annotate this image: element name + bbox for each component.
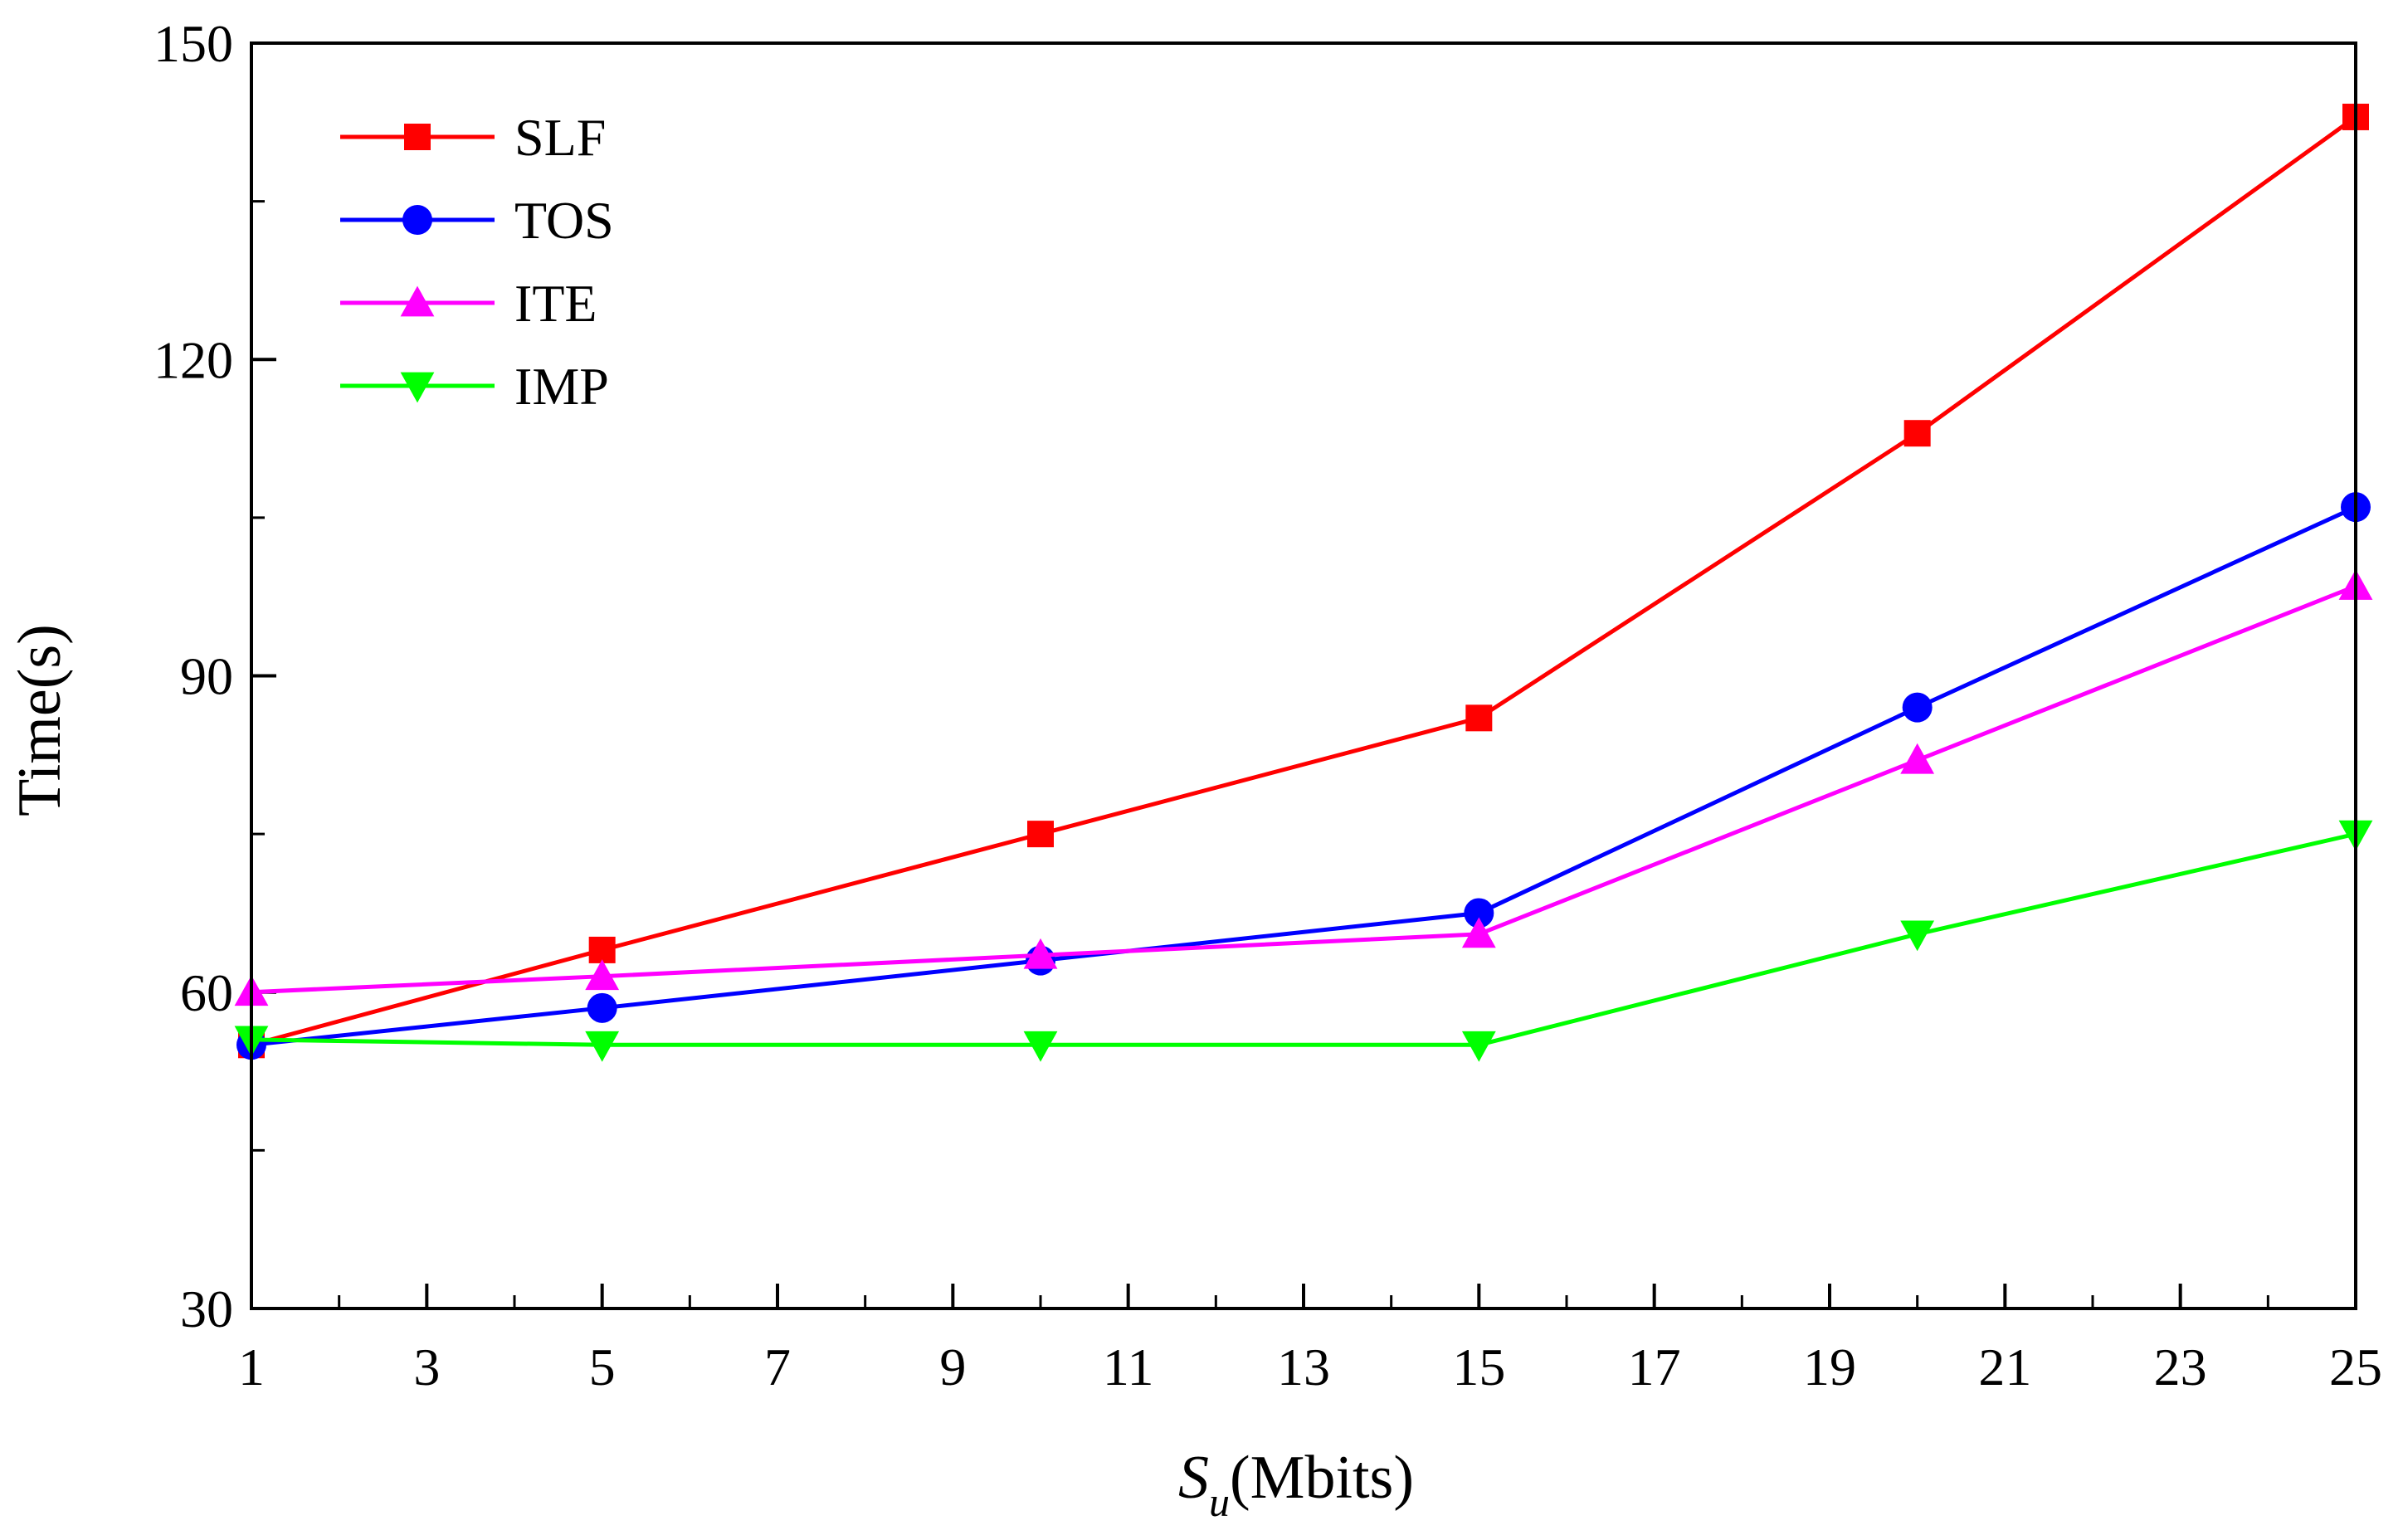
x-tick-label: 19 xyxy=(1803,1338,1856,1396)
data-point-imp xyxy=(1900,920,1935,952)
legend-entry-ite: ITE xyxy=(340,274,597,333)
plot-frame xyxy=(250,41,2357,1310)
data-point-tos xyxy=(1902,692,1933,723)
x-axis-title-symbol: S xyxy=(1178,1444,1209,1512)
legend-marker-tos xyxy=(402,205,432,235)
data-point-ite xyxy=(1900,743,1935,774)
series-line-imp xyxy=(251,831,2357,1047)
x-tick-label: 13 xyxy=(1277,1338,1330,1396)
series-lines xyxy=(234,103,2373,1062)
series-line-slf xyxy=(251,115,2357,1047)
axes xyxy=(250,41,2357,1310)
y-axis-title: Time(s) xyxy=(6,624,74,816)
x-tick-label: 9 xyxy=(939,1338,966,1396)
x-tick-label: 11 xyxy=(1103,1338,1154,1396)
x-tick-label: 15 xyxy=(1452,1338,1505,1396)
series-ite xyxy=(234,569,2373,1006)
x-axis-title-subscript: u xyxy=(1209,1479,1230,1525)
x-tick-label: 3 xyxy=(413,1338,440,1396)
y-tick-label: 60 xyxy=(180,963,233,1022)
legend-marker-ite xyxy=(400,285,435,317)
y-tick-label: 90 xyxy=(180,647,233,706)
data-point-imp xyxy=(585,1031,620,1062)
x-tick-label: 25 xyxy=(2329,1338,2382,1396)
data-point-slf xyxy=(1465,704,1493,732)
legend-label-imp: IMP xyxy=(514,357,609,416)
data-point-ite xyxy=(1461,917,1496,948)
legend-entry-imp: IMP xyxy=(340,357,609,416)
legend-label-tos: TOS xyxy=(514,191,614,250)
series-line-tos xyxy=(251,504,2357,1047)
data-point-ite xyxy=(585,959,620,991)
x-tick-label: 1 xyxy=(238,1338,265,1396)
data-point-slf xyxy=(1903,420,1931,447)
x-axis-title: Su(Mbits) xyxy=(1178,1444,1414,1525)
legend: SLF TOS ITE IMP xyxy=(340,108,614,416)
data-point-tos xyxy=(587,992,617,1023)
series-line-ite xyxy=(251,584,2357,995)
y-tick-label: 120 xyxy=(154,330,233,389)
x-axis-title-unit: (Mbits) xyxy=(1230,1444,1414,1512)
x-tick-label: 21 xyxy=(1978,1338,2031,1396)
data-point-ite xyxy=(1023,938,1058,969)
legend-marker-imp xyxy=(400,372,435,403)
legend-label-slf: SLF xyxy=(514,108,606,167)
data-point-imp xyxy=(1461,1031,1496,1062)
legend-marker-slf xyxy=(404,124,431,150)
data-point-imp xyxy=(1023,1031,1058,1062)
series-tos xyxy=(236,492,2371,1060)
data-point-tos xyxy=(1464,898,1494,928)
x-tick-label: 7 xyxy=(764,1338,791,1396)
legend-entry-tos: TOS xyxy=(340,191,614,250)
y-tick-label: 30 xyxy=(180,1279,233,1338)
data-point-slf xyxy=(588,936,616,963)
legend-entry-slf: SLF xyxy=(340,108,606,167)
x-tick-label: 23 xyxy=(2154,1338,2207,1396)
data-point-slf xyxy=(1027,821,1054,848)
y-tick-label: 150 xyxy=(154,14,233,73)
x-tick-label: 17 xyxy=(1628,1338,1681,1396)
x-tick-label: 5 xyxy=(589,1338,616,1396)
legend-label-ite: ITE xyxy=(514,274,597,333)
